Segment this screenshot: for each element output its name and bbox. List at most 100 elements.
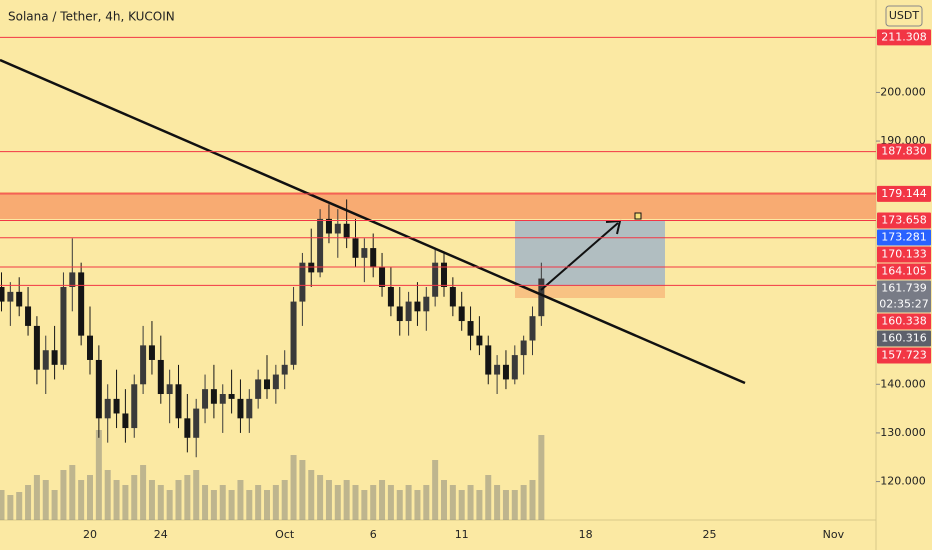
- volume-bar: [520, 485, 527, 520]
- volume-bar: [193, 470, 200, 520]
- drawings: [0, 192, 876, 298]
- volume-bar: [361, 490, 368, 520]
- volume-bar: [449, 485, 456, 520]
- candle-body: [458, 306, 465, 322]
- volume-bar: [255, 485, 262, 520]
- volume-bar: [104, 470, 111, 520]
- price-label: 173.281: [881, 231, 927, 244]
- y-tick-label: 200.000: [880, 85, 926, 98]
- volume-bar: [325, 480, 332, 520]
- candle-body: [78, 272, 85, 336]
- volume-bar: [458, 490, 465, 520]
- arrow: [540, 222, 619, 291]
- price-label-box: [877, 229, 931, 246]
- volume-bar: [405, 485, 412, 520]
- volume-bar: [485, 475, 492, 520]
- x-tick-label: 6: [370, 528, 377, 541]
- volume-bar: [78, 480, 85, 520]
- x-tick-label: 25: [703, 528, 717, 541]
- countdown: 02:35:27: [879, 298, 928, 311]
- volume-bar: [51, 490, 58, 520]
- candle-body: [122, 413, 129, 429]
- volume-bar: [25, 485, 32, 520]
- volume-bar: [299, 460, 306, 520]
- volume-bar: [228, 490, 235, 520]
- candle-body: [33, 325, 40, 370]
- volume-bar: [467, 485, 474, 520]
- volume-bar: [175, 480, 182, 520]
- candle-body: [538, 278, 545, 317]
- candle-body: [87, 335, 93, 360]
- volume-bar: [246, 490, 253, 520]
- candle-body: [361, 248, 368, 258]
- volume-bar: [396, 490, 403, 520]
- volume-bar: [264, 490, 270, 520]
- candle-body: [264, 379, 270, 390]
- volume-bar: [476, 490, 483, 520]
- candle-body: [166, 384, 173, 395]
- volume-bar: [352, 485, 359, 520]
- volume-bar: [140, 465, 147, 520]
- candle-body: [51, 350, 58, 365]
- volume-bar: [529, 480, 536, 520]
- candle-body: [148, 345, 155, 360]
- currency-box[interactable]: [885, 5, 923, 27]
- candle-body: [95, 359, 102, 419]
- volume-bar: [148, 480, 155, 520]
- candle-body: [281, 364, 288, 375]
- candle-body: [272, 374, 279, 390]
- volume-bar: [281, 480, 288, 520]
- price-label: 173.658: [881, 214, 927, 227]
- chart-title: Solana / Tether, 4h, KUCOIN: [8, 10, 175, 24]
- candle-body: [494, 364, 501, 375]
- candle-body: [308, 262, 315, 273]
- candle-body: [449, 286, 456, 307]
- candle-body: [157, 359, 164, 395]
- candle-body: [379, 267, 386, 287]
- volume-bar: [272, 485, 279, 520]
- candle-body: [432, 262, 439, 297]
- price-label-box: [877, 185, 931, 202]
- x-tick-label: 24: [154, 528, 168, 541]
- price-label-box: [877, 29, 931, 46]
- currency[interactable]: USDT: [889, 9, 920, 22]
- volume-bar: [131, 475, 138, 520]
- candle-body: [396, 306, 403, 322]
- trend-line: [0, 58, 746, 385]
- candle-body: [325, 218, 332, 234]
- volume-bar: [16, 492, 23, 520]
- candle-body: [193, 408, 200, 438]
- volume-bar: [42, 480, 49, 520]
- candle-body: [467, 321, 474, 336]
- volume-bar: [33, 475, 40, 520]
- price-label: 187.830: [881, 145, 927, 158]
- y-tick-label: 140.000: [880, 377, 926, 390]
- drawings: [0, 58, 746, 385]
- volume-bar: [290, 455, 297, 520]
- volume-bar: [511, 490, 518, 520]
- candle-body: [423, 296, 430, 312]
- candle-body: [387, 286, 394, 307]
- volume-bar: [379, 480, 386, 520]
- volume-bar: [334, 485, 341, 520]
- price-label-box: [877, 246, 931, 263]
- candle-body: [237, 398, 244, 419]
- candle-body: [511, 355, 518, 380]
- candle-body: [219, 394, 226, 404]
- candle-body: [352, 238, 359, 258]
- candle-body: [7, 291, 14, 302]
- target-box: [515, 220, 665, 286]
- volume-bar: [60, 470, 67, 520]
- candle-body: [140, 345, 147, 385]
- price-label-box: [877, 143, 931, 160]
- volume-bar: [343, 480, 350, 520]
- candle-body: [60, 286, 67, 365]
- candle-body: [405, 301, 412, 322]
- volume-bar: [317, 475, 324, 520]
- volume-bar: [7, 495, 14, 520]
- candle-body: [502, 364, 509, 380]
- price-label-box: [877, 280, 931, 313]
- candle-body: [202, 389, 209, 409]
- price-label: 160.338: [881, 315, 927, 328]
- candle-body: [69, 272, 76, 287]
